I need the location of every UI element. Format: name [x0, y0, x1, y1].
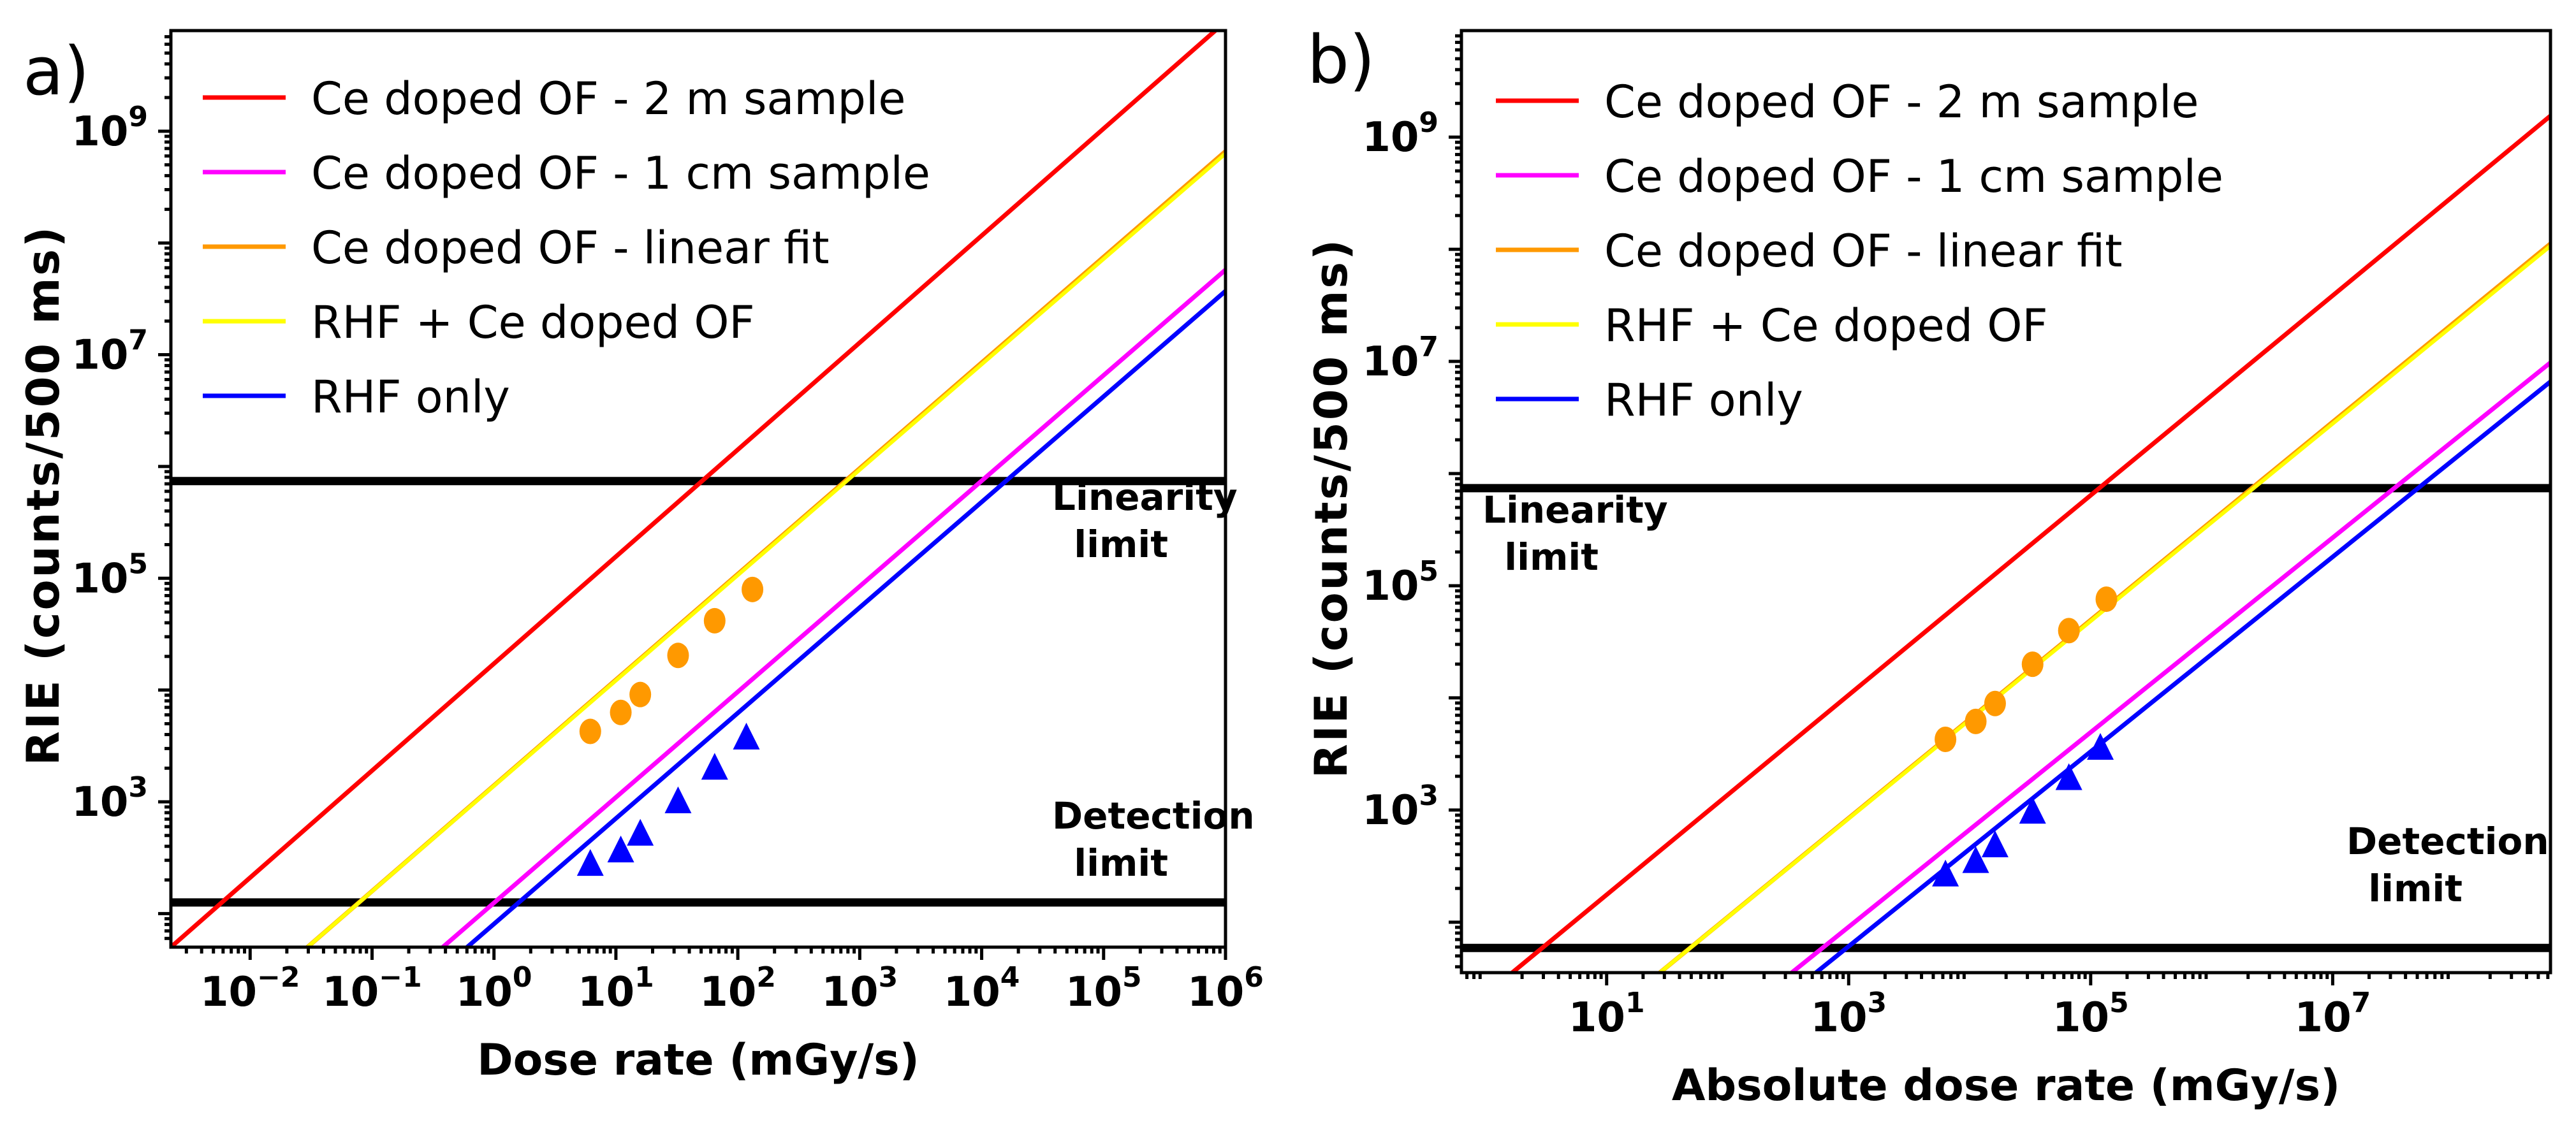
series-line-rhf-only: [465, 289, 1226, 947]
data-point-triangle-2: [1962, 846, 1989, 873]
data-point-circle-2: [1965, 708, 1987, 734]
x-tick-label: 104: [944, 961, 1020, 1016]
x-tick-label: 10−2: [200, 961, 300, 1016]
data-point-circle-6: [2095, 586, 2118, 613]
panel-label: a): [23, 33, 89, 110]
data-point-triangle-4: [2019, 797, 2046, 824]
data-point-triangle-3: [627, 818, 654, 846]
x-tick-label: 10−1: [322, 961, 422, 1016]
x-tick-label: 106: [1187, 961, 1264, 1016]
x-tick-label: 100: [456, 961, 532, 1016]
x-tick-label: 103: [1810, 987, 1887, 1041]
data-point-triangle-5: [2055, 763, 2082, 790]
legend-label-ce-doped-of-2-m-sample: Ce doped OF - 2 m sample: [1604, 76, 2199, 128]
legend-label-ce-doped-of-linear-fit: Ce doped OF - linear fit: [311, 222, 830, 274]
y-axis-label: RIE (counts/500 ms): [17, 225, 70, 765]
data-point-circle-3: [629, 681, 652, 707]
x-tick-label: 107: [2295, 987, 2371, 1041]
plot-area: [1461, 114, 2550, 973]
data-point-circle-5: [2058, 618, 2080, 644]
data-point-triangle-3: [1981, 831, 2009, 858]
data-point-circle-3: [1984, 690, 2006, 716]
plot-area: [171, 31, 1226, 947]
data-point-triangle-5: [701, 753, 728, 780]
legend-label-rhf-ce-doped-of: RHF + Ce doped OF: [1604, 300, 2048, 352]
legend-label-ce-doped-of-1-cm-sample: Ce doped OF - 1 cm sample: [1604, 150, 2223, 203]
linearity-limit-annotation: Linearity limit: [1482, 488, 1668, 579]
data-point-circle-2: [610, 699, 632, 725]
data-point-circle-4: [2021, 651, 2044, 678]
linearity-limit-annotation: Linearity limit: [1052, 475, 1238, 566]
panel-a: 10−2 10−1 100 101 102 103 104 105 106 103 105 107 10…: [17, 29, 1264, 1085]
legend-label-rhf-only: RHF only: [311, 371, 510, 423]
y-tick-label: 105: [71, 548, 148, 602]
y-tick-label: 103: [71, 771, 148, 826]
detection-limit-annotation: Detection limit: [2346, 820, 2549, 910]
x-tick-label: 103: [822, 961, 898, 1016]
x-tick-label: 102: [699, 961, 776, 1016]
data-point-circle-1: [579, 718, 601, 744]
panel-label: b): [1307, 21, 1375, 99]
y-tick-label: 109: [71, 101, 148, 156]
data-point-triangle-2: [607, 836, 634, 863]
x-tick-label: 101: [578, 961, 654, 1016]
series-line-ce-doped-of-2-m-sample: [171, 31, 1219, 947]
legend-label-ce-doped-of-1-cm-sample: Ce doped OF - 1 cm sample: [311, 147, 930, 200]
series-line-rhf-ce-doped-of: [306, 152, 1226, 947]
legend: Ce doped OF - 2 m sample Ce doped OF - 1 …: [203, 73, 930, 423]
x-tick-label: 105: [1065, 961, 1142, 1016]
detection-limit-annotation: Detection limit: [1052, 794, 1255, 885]
legend-label-rhf-only: RHF only: [1604, 374, 1803, 426]
series-line-ce-doped-of-2-m-sample: [1511, 114, 2550, 973]
data-point-triangle-4: [664, 786, 692, 813]
legend-label-ce-doped-of-linear-fit: Ce doped OF - linear fit: [1604, 225, 2123, 277]
series-line-ce-doped-of-1-cm-sample: [441, 268, 1226, 947]
data-point-triangle-1: [576, 849, 604, 876]
data-point-circle-1: [1935, 727, 1957, 753]
legend: Ce doped OF - 2 m sample Ce doped OF - 1 …: [1496, 76, 2223, 426]
series-line-ce-doped-of-1-cm-sample: [1790, 361, 2550, 973]
x-axis-label: Absolute dose rate (mGy/s): [1672, 1061, 2340, 1111]
panel-b: 101 103 105 107 103 105 107 109 Absolute dose ra…: [1305, 21, 2552, 1111]
y-axis-label: RIE (counts/500 ms): [1305, 238, 1358, 778]
y-tick-label: 105: [1362, 555, 1438, 610]
data-point-triangle-6: [733, 722, 760, 750]
x-axis-label: Dose rate (mGy/s): [477, 1035, 919, 1085]
x-tick-label: 101: [1569, 987, 1645, 1041]
y-tick-label: 109: [1362, 106, 1438, 161]
data-point-circle-6: [742, 576, 764, 602]
y-tick-label: 107: [1362, 331, 1438, 386]
legend-label-ce-doped-of-2-m-sample: Ce doped OF - 2 m sample: [311, 73, 906, 125]
data-point-circle-4: [667, 642, 689, 669]
data-point-circle-5: [703, 607, 726, 634]
data-point-triangle-6: [2087, 732, 2114, 760]
data-point-triangle-1: [1932, 859, 1959, 887]
legend-label-rhf-ce-doped-of: RHF + Ce doped OF: [311, 296, 755, 349]
x-tick-label: 105: [2053, 987, 2129, 1041]
axes-frame: [169, 29, 1227, 949]
y-tick-label: 107: [71, 324, 148, 379]
y-tick-label: 103: [1362, 780, 1438, 834]
